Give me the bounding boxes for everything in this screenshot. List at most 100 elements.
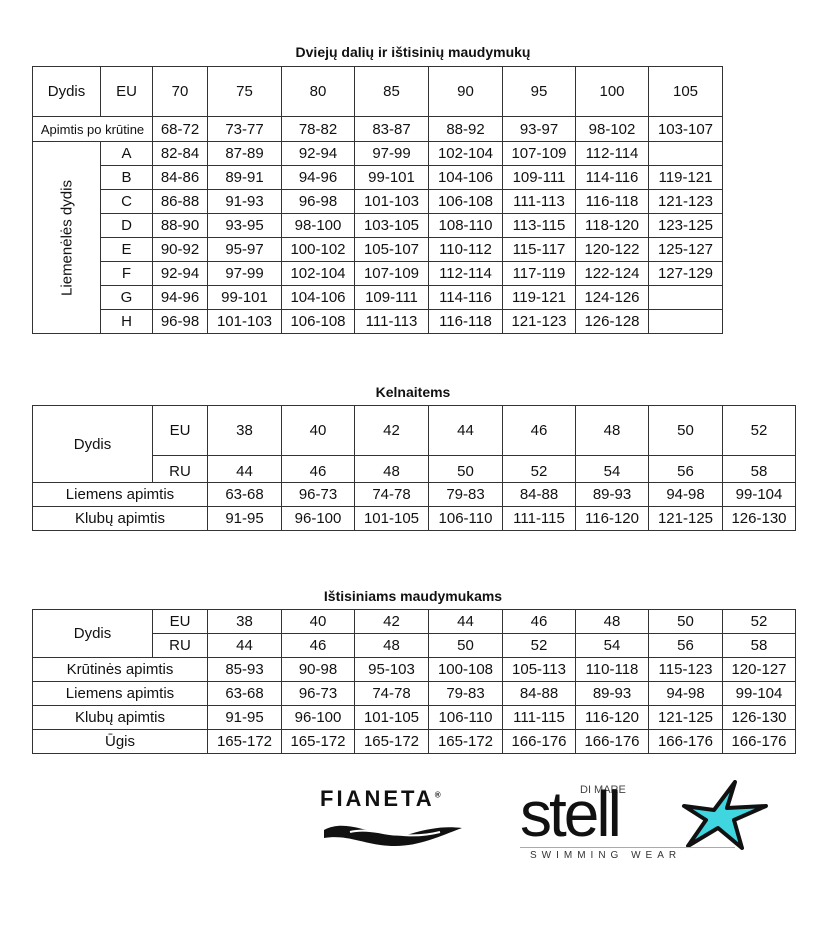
measure-cell: 106-110 [428, 506, 503, 531]
measure-cell: 89-93 [575, 681, 649, 706]
briefs-size-table: Dydis EU 38 40 42 44 46 48 50 52 RU 44 46 48 50 52 54 56 5… [32, 405, 796, 531]
measure-row: Klubų apimtis 91-95 96-100 101-105 106-110 11… [32, 506, 796, 531]
cup-cell: 116-118 [575, 189, 649, 214]
underbust-cell: 93-97 [502, 116, 576, 142]
eu-size: 50 [648, 405, 723, 456]
size-header: 75 [207, 66, 282, 117]
cup-cell: 92-94 [152, 261, 208, 286]
cup-label: A [100, 141, 153, 166]
measure-cell: 96-100 [281, 506, 355, 531]
underbust-cell: 83-87 [354, 116, 429, 142]
row-label: Liemens apimtis [32, 681, 208, 706]
cup-cell: 106-108 [428, 189, 503, 214]
cup-row: D 88-90 93-95 98-100 103-105 108-110 113-115 11… [33, 213, 723, 238]
ru-label: RU [152, 633, 208, 658]
cup-cell: 95-97 [207, 237, 282, 262]
eu-size: 40 [281, 609, 355, 634]
measure-cell: 94-98 [648, 482, 723, 507]
measure-cell: 110-118 [575, 657, 649, 682]
ru-size: 48 [354, 455, 429, 483]
eu-size: 46 [502, 609, 576, 634]
cup-cell: 115-117 [502, 237, 576, 262]
measure-cell: 89-93 [575, 482, 649, 507]
cup-cell: 99-101 [207, 285, 282, 310]
cup-row: G 94-96 99-101 104-106 109-111 114-116 119-121… [33, 285, 723, 310]
table1-title: Dviejų dalių ir ištisinių maudymukų [295, 44, 531, 60]
cup-row: F 92-94 97-99 102-104 107-109 112-114 117-119 1… [33, 261, 723, 286]
cup-row: C 86-88 91-93 96-98 101-103 106-108 111-113 116… [33, 189, 723, 214]
cup-cell: 105-107 [354, 237, 429, 262]
measure-cell: 165-172 [281, 729, 355, 754]
eu-size: 38 [207, 405, 282, 456]
measure-row: Liemens apimtis 63-68 96-73 74-78 79-83 84-88… [32, 482, 796, 507]
measure-cell: 95-103 [354, 657, 429, 682]
ru-size: 58 [722, 633, 796, 658]
measure-cell: 166-176 [502, 729, 576, 754]
cup-cell [648, 309, 723, 334]
cup-cell: 94-96 [281, 165, 355, 190]
measure-cell: 91-95 [207, 506, 282, 531]
ru-size: 48 [354, 633, 429, 658]
cup-cell: 111-113 [354, 309, 429, 334]
bra-size-table: Dydis EU 70 75 80 85 90 95 100 105 Apimtis po k… [32, 66, 723, 334]
measure-row: Ūgis 165-172 165-172 165-172 165-172 166-176 1… [32, 729, 796, 754]
measure-cell: 96-73 [281, 681, 355, 706]
eu-size: 38 [207, 609, 282, 634]
row-label: Klubų apimtis [32, 705, 208, 730]
underbust-cell: 103-107 [648, 116, 723, 142]
underbust-label: Apimtis po krūtine [32, 116, 153, 142]
cup-cell: 94-96 [152, 285, 208, 310]
cup-cell: 111-113 [502, 189, 576, 214]
measure-row: Liemens apimtis 63-68 96-73 74-78 79-83 84-88… [32, 681, 796, 706]
measure-cell: 91-95 [207, 705, 282, 730]
underbust-cell: 68-72 [152, 116, 208, 142]
cup-cell: 113-115 [502, 213, 576, 238]
ru-size: 54 [575, 633, 649, 658]
measure-cell: 166-176 [648, 729, 723, 754]
eu-row: Dydis EU 38 40 42 44 46 48 50 52 [32, 609, 796, 658]
table3-title: Ištisiniams maudymukams [323, 588, 503, 604]
measure-cell: 126-130 [722, 705, 796, 730]
eu-size: 44 [428, 405, 503, 456]
row-label: Krūtinės apimtis [32, 657, 208, 682]
measure-cell: 121-125 [648, 705, 723, 730]
measure-cell: 101-105 [354, 506, 429, 531]
cup-cell: 104-106 [281, 285, 355, 310]
eu-size: 52 [722, 609, 796, 634]
cup-cell: 127-129 [648, 261, 723, 286]
cup-row: H 96-98 101-103 106-108 111-113 116-118 121-12… [33, 309, 723, 334]
cup-cell: 114-116 [428, 285, 503, 310]
cup-cell: 112-114 [575, 141, 649, 166]
measure-row: Klubų apimtis 91-95 96-100 101-105 106-110 11… [32, 705, 796, 730]
measure-cell: 85-93 [207, 657, 282, 682]
cup-cell: 102-104 [428, 141, 503, 166]
measure-cell: 166-176 [722, 729, 796, 754]
measure-cell: 79-83 [428, 482, 503, 507]
cup-cell: 84-86 [152, 165, 208, 190]
eu-size: 44 [428, 609, 503, 634]
cup-cell: 119-121 [502, 285, 576, 310]
measure-cell: 106-110 [428, 705, 503, 730]
cup-cell: 86-88 [152, 189, 208, 214]
ru-size: 44 [207, 455, 282, 483]
ru-row: RU 44 46 48 50 52 54 56 58 [33, 455, 796, 483]
ru-size: 44 [207, 633, 282, 658]
measure-cell: 96-100 [281, 705, 355, 730]
measure-cell: 101-105 [354, 705, 429, 730]
cup-label: D [100, 213, 153, 238]
measure-cell: 120-127 [722, 657, 796, 682]
cup-cell: 109-111 [354, 285, 429, 310]
stella-logo: DI MARE stell SWIMMING WEAR [520, 778, 770, 865]
measure-cell: 115-123 [648, 657, 723, 682]
cup-cell: 82-84 [152, 141, 208, 166]
cup-cell: 125-127 [648, 237, 723, 262]
cup-cell: 118-120 [575, 213, 649, 238]
cup-cell [648, 285, 723, 310]
dydis-label: Dydis [32, 66, 101, 117]
cup-cell: 96-98 [281, 189, 355, 214]
measure-row: Krūtinės apimtis 85-93 90-98 95-103 100-108 1… [32, 657, 796, 682]
cup-row: B 84-86 89-91 94-96 99-101 104-106 109-111 114-… [33, 165, 723, 190]
measure-cell: 121-125 [648, 506, 723, 531]
underbust-cell: 98-102 [575, 116, 649, 142]
ru-size: 52 [502, 455, 576, 483]
